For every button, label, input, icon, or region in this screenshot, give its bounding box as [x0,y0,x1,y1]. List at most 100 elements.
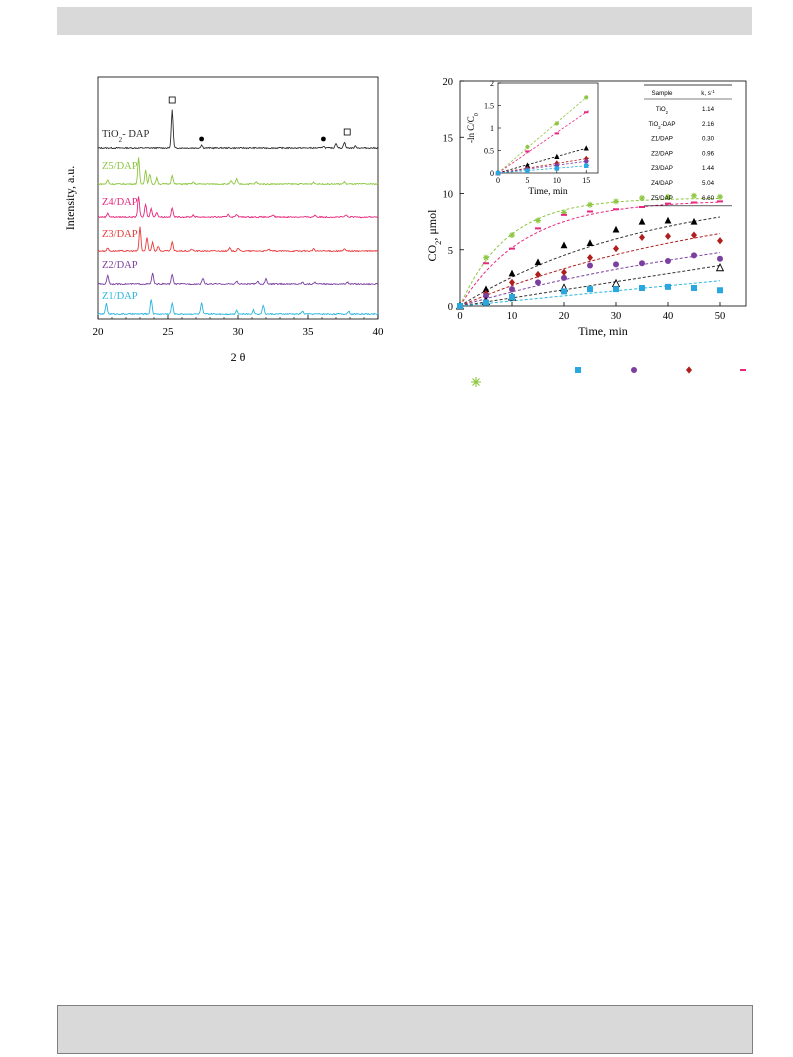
inset-ylabel: -ln C/C0 [466,113,480,143]
xrd-trace [97,272,379,286]
asterisk-stroke [525,144,530,149]
kin-xtick-label: 0 [457,311,462,322]
kin-fit-curve [459,265,721,307]
kin-point-filled-triangle [612,225,620,233]
inset-point-filled-triangle [524,162,531,168]
kin-ylabel: CO2, μmol [425,209,443,262]
kin-point-asterisk [717,193,723,200]
xrd-xtick-label: 25 [163,326,175,338]
kin-point-square [639,285,645,291]
asterisk-stroke [554,121,559,126]
kin-point-diamond [717,237,723,245]
inset-fit-line [497,94,590,174]
kin-point-diamond [587,254,593,262]
kin-fit-curve [459,233,721,307]
inset-point-square [554,166,560,171]
table-cell-k: 1.14 [702,106,715,113]
kin-point-square [717,287,723,294]
kin-point-asterisk [691,192,697,199]
inset-ytick-label: 2 [490,79,494,88]
kin-point-filled-triangle [560,241,568,249]
inset-fit-line [497,109,590,174]
kin-point-circle [587,262,593,269]
kin-point-filled-triangle [508,269,516,277]
kin-point-open-triangle [611,278,621,287]
kin-point-asterisk [535,217,541,224]
xrd-xtick-label: 30 [233,326,245,338]
kin-xlabel: Time, min [578,324,628,338]
table-header-k: k, s-1 [701,89,715,98]
legend-marker-asterisk [471,377,481,387]
kin-point-diamond [509,278,515,286]
asterisk-stroke [483,255,489,261]
xrd-trace-label: TiO2- DAP [102,129,150,144]
xrd-trace-label: Z2/DAP [102,260,138,271]
inset-point-asterisk [525,144,530,150]
inset-point-square [584,163,589,168]
kin-point-filled-triangle [638,217,646,225]
kin-point-filled-triangle [534,258,542,266]
inset-ytick-label: 1.5 [484,102,494,111]
kin-point-diamond [613,245,619,253]
kin-point-diamond [665,232,671,240]
kin-point-filled-triangle [664,216,672,224]
kin-point-asterisk [483,254,489,261]
inset-xtick-label: 15 [582,176,590,185]
xrd-anatase-marker [343,128,351,136]
kin-fit-curve [459,216,721,307]
asterisk-stroke [584,95,589,100]
table-cell-sample: Z3/DAP [651,165,673,172]
kin-xtick-label: 10 [507,311,518,322]
inset-ytick-label: 0.5 [484,147,494,156]
kin-point-filled-triangle [690,217,698,225]
inset-point-filled-triangle [583,145,589,151]
kin-point-circle [483,292,489,299]
kin-xtick-label: 40 [663,311,674,322]
asterisk-stroke [613,198,619,204]
kin-point-diamond [561,268,567,276]
kin-ytick-label: 10 [443,190,454,201]
kin-point-open-triangle [715,262,725,272]
kin-xtick-label: 30 [611,311,622,322]
table-cell-k: 1.44 [702,165,715,172]
xrd-anatase-marker [168,96,176,104]
kin-point-square [457,303,463,309]
inset-point-square [525,168,530,173]
kin-point-square [587,286,593,293]
kin-point-asterisk [587,201,593,208]
legend-marker-circle [631,367,637,373]
kin-fit-curve [459,197,721,307]
xrd-rutile-marker [199,136,205,142]
kin-point-diamond [535,270,541,279]
xrd-rutile-marker [321,136,326,142]
kin-fit-curve [459,280,721,307]
kin-point-circle [639,260,645,267]
kin-point-filled-triangle [586,239,594,246]
legend-marker-diamond [686,366,692,374]
table-cell-k: 5.04 [702,180,715,187]
table-cell-sample: Z2/DAP [651,150,673,157]
table-cell-k: 2.16 [702,121,715,128]
xrd-trace [97,299,379,316]
kin-point-asterisk [613,198,619,205]
table-cell-sample: TiO2-DAP [649,121,676,130]
kin-ytick-label: 5 [448,246,453,257]
inset-xtick-label: 10 [553,176,561,185]
kin-point-circle [509,286,515,293]
kin-point-circle [665,258,671,264]
kin-point-circle [691,252,697,259]
inset-point-square [495,170,501,176]
table-cell-k: 0.96 [702,150,715,157]
inset-point-filled-triangle [554,153,560,159]
footer-box [57,1005,753,1054]
xrd-trace [97,109,379,150]
xrd-chart: 20 25 30 35 40 2 θ Intensity, a.u. TiO2- DAP Z5/… [63,76,384,364]
inset-point-asterisk [584,95,589,100]
asterisk-stroke [639,195,645,201]
kin-ytick-label: 0 [448,302,453,313]
kin-point-square [561,288,567,295]
kin-point-circle [561,274,567,281]
inset-fit-line [497,165,590,174]
kin-point-square [691,285,697,291]
table-cell-k: 0.30 [702,136,715,143]
